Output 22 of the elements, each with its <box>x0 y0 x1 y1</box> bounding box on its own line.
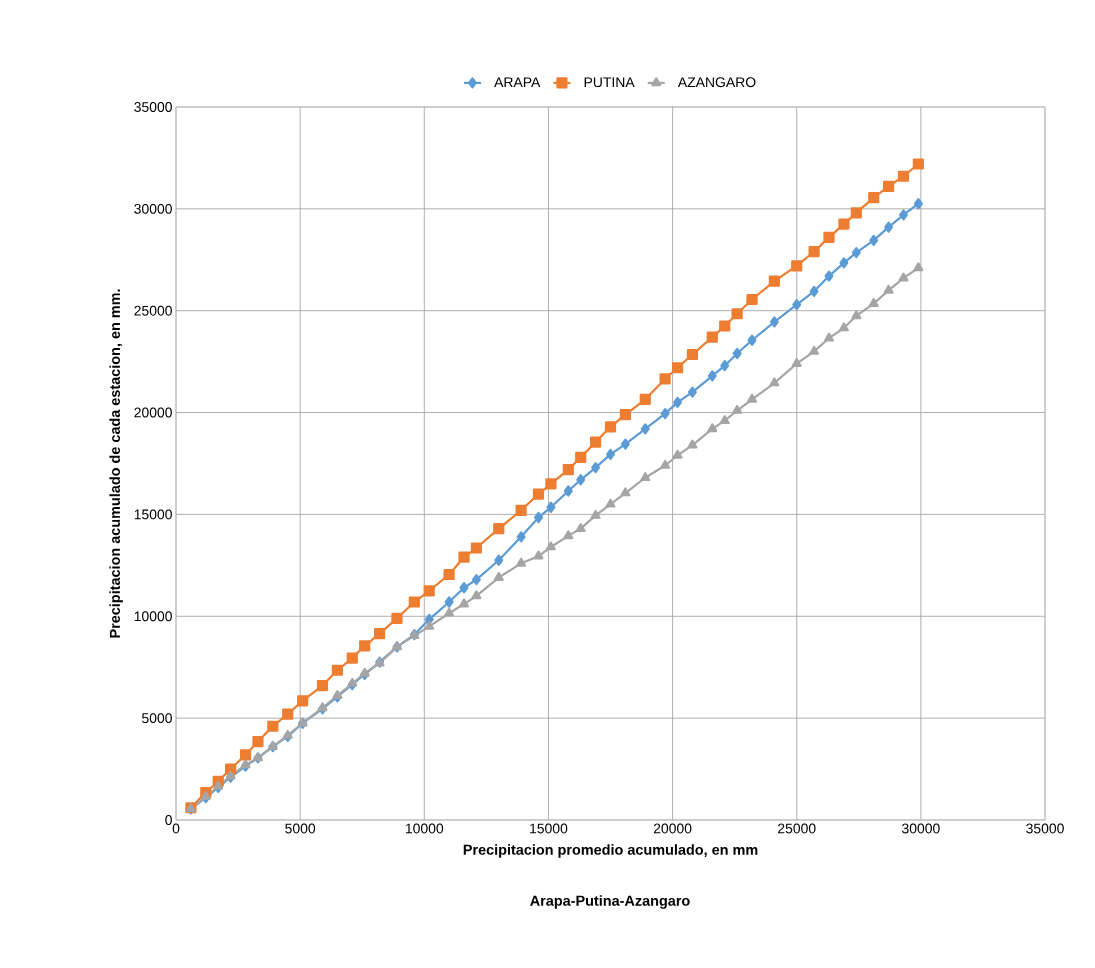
y-tick-label: 25000 <box>134 305 172 316</box>
x-axis-title: Precipitacion promedio acumulado, en mm <box>463 844 758 858</box>
y-tick-label: 35000 <box>134 102 172 112</box>
x-tick-label: 10000 <box>405 823 444 834</box>
x-tick-label: 35000 <box>1026 823 1064 834</box>
y-tick-label: 15000 <box>134 509 172 520</box>
x-tick-label: 25000 <box>778 823 816 834</box>
y-tick-label: 10000 <box>134 611 172 622</box>
x-tick-label: 0 <box>172 823 180 834</box>
y-tick-label: 20000 <box>134 407 172 418</box>
legend-label: AZANGARO <box>677 77 756 88</box>
y-tick-label: 0 <box>165 815 172 825</box>
y-tick-label: 5000 <box>142 713 172 724</box>
legend-label: ARAPA <box>494 77 541 87</box>
x-tick-label: 20000 <box>653 823 692 834</box>
x-tick-label: 30000 <box>902 823 940 834</box>
x-tick-label: 5000 <box>285 823 316 834</box>
y-tick-label: 30000 <box>134 203 172 214</box>
y-axis-title: Precipitacion acumulado de cada estacion, en mm. <box>109 289 123 638</box>
text: Arapa-Putina-Azangaro <box>530 895 690 909</box>
x-tick-label: 15000 <box>530 823 568 834</box>
legend-label: PUTINA <box>584 77 635 88</box>
